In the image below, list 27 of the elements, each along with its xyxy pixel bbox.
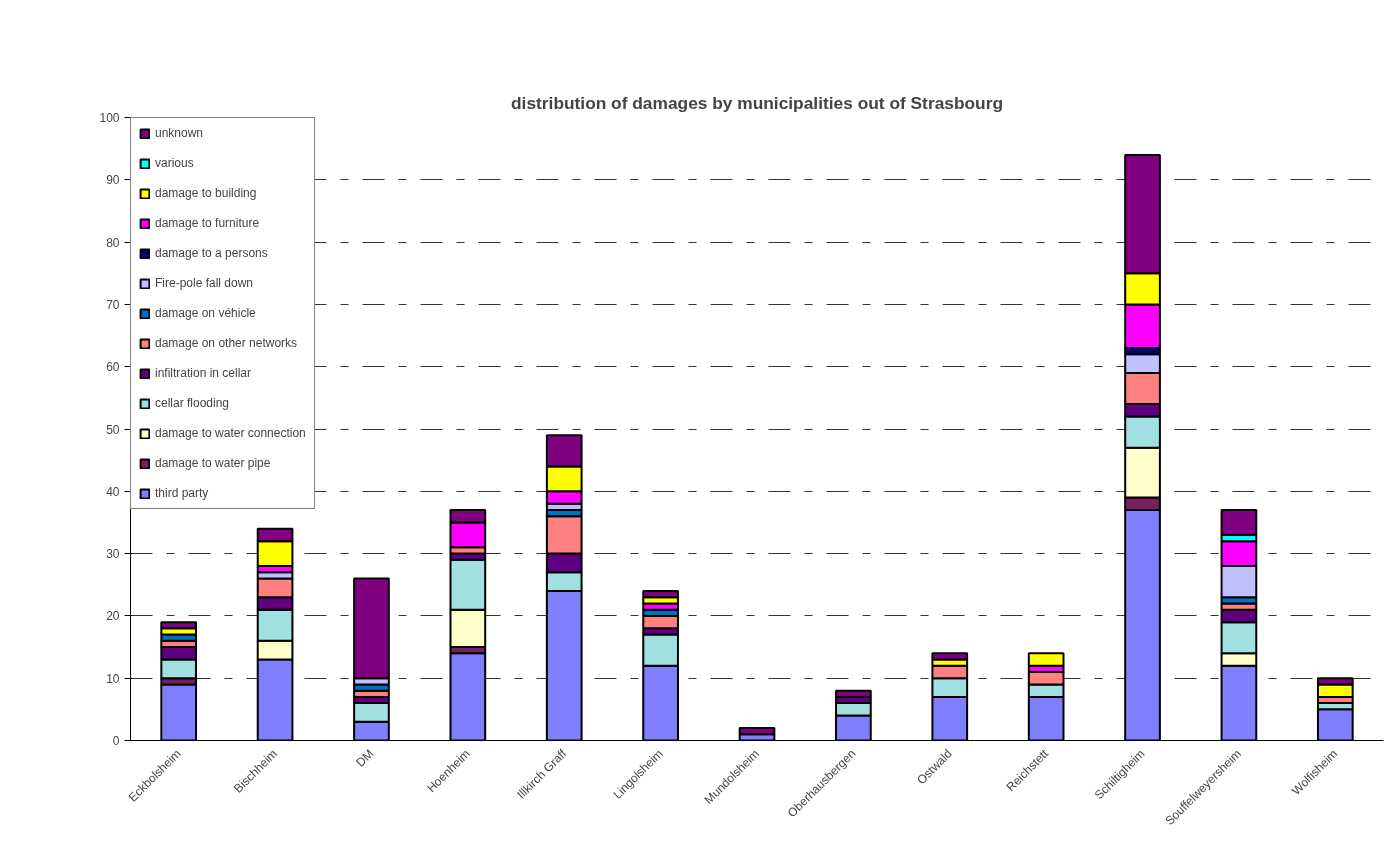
legend-label: cellar flooding bbox=[155, 396, 230, 410]
legend-label: unknown bbox=[155, 126, 204, 140]
legend-label: damage on other networks bbox=[155, 336, 298, 350]
y-tick-label: 70 bbox=[106, 297, 120, 312]
y-tick-label: 60 bbox=[106, 360, 120, 375]
y-tick-label: 80 bbox=[106, 235, 120, 250]
legend-label: damage to a persons bbox=[155, 246, 268, 260]
y-tick-label: 90 bbox=[106, 173, 120, 188]
y-tick-label: 30 bbox=[106, 547, 120, 562]
y-tick-label: 0 bbox=[112, 734, 120, 748]
legend-label: infiltration in cellar bbox=[155, 366, 252, 380]
y-tick-label: 10 bbox=[106, 671, 120, 686]
y-tick-label: 50 bbox=[106, 422, 120, 437]
y-tick-label: 20 bbox=[106, 609, 120, 624]
legend-label: damage to water pipe bbox=[155, 456, 271, 470]
legend-label: damage on véhicle bbox=[155, 306, 256, 320]
legend-label: damage to water connection bbox=[155, 426, 306, 440]
chart-title: distribution of damages by municipalities out of Strasbourg bbox=[511, 92, 1003, 113]
bar bbox=[738, 727, 776, 736]
y-tick-label: 100 bbox=[99, 111, 120, 125]
legend-label: Fire-pole fall down bbox=[155, 276, 254, 290]
legend-label: various bbox=[155, 156, 194, 170]
legend-label: damage to furniture bbox=[155, 216, 260, 230]
legend-label: damage to building bbox=[155, 186, 257, 200]
legend-label: third party bbox=[155, 486, 209, 500]
x-tick-label: DM bbox=[353, 746, 377, 770]
y-tick-label: 40 bbox=[106, 484, 120, 499]
